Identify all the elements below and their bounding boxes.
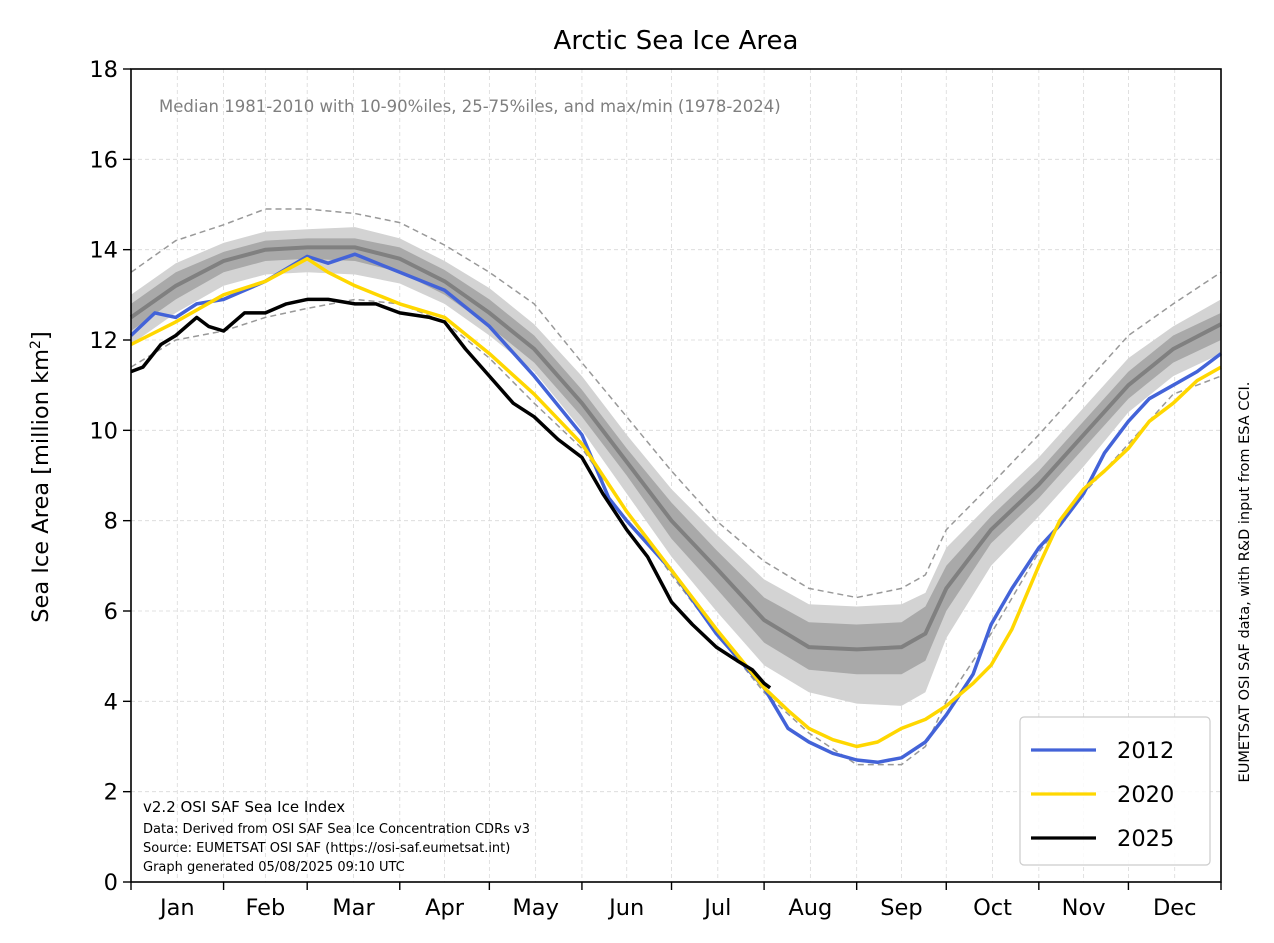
y-tick-label: 8 <box>104 509 118 535</box>
x-tick-label-oct: Oct <box>973 895 1012 921</box>
y-axis-label-sup: 2 <box>28 340 44 349</box>
chart-subtitle: Median 1981-2010 with 10-90%iles, 25-75%… <box>159 97 781 116</box>
y-axis-label-end: ] <box>28 331 54 340</box>
footnote-line-2: Data: Derived from OSI SAF Sea Ice Conce… <box>143 822 530 837</box>
x-tick-label-sep: Sep <box>880 895 922 921</box>
y-tick-label: 16 <box>89 147 118 173</box>
legend-label-2025: 2025 <box>1117 826 1174 852</box>
x-tick-label-jan: Jan <box>158 895 195 921</box>
chart-title: Arctic Sea Ice Area <box>554 26 799 56</box>
legend-box <box>1019 716 1211 866</box>
y-tick-label: 2 <box>104 780 118 806</box>
x-tick-label-jun: Jun <box>607 895 644 921</box>
legend-label-2012: 2012 <box>1117 738 1174 764</box>
series-line-2012 <box>129 252 1223 765</box>
y-tick-label: 12 <box>89 328 118 354</box>
y-axis-label-main: Sea Ice Area [million km <box>28 349 54 623</box>
x-tick-label-feb: Feb <box>245 895 285 921</box>
x-tick-label-dec: Dec <box>1153 895 1197 921</box>
footnote-line-4: Graph generated 05/08/2025 09:10 UTC <box>143 860 405 875</box>
min-line <box>130 298 1222 766</box>
y-tick-label: 6 <box>104 599 118 625</box>
series-line-2020 <box>130 256 1222 749</box>
band-25-75-percentile <box>131 238 1221 675</box>
y-tick-label: 0 <box>104 870 118 896</box>
y-tick-label: 10 <box>89 418 118 444</box>
x-tick-label-aug: Aug <box>788 895 832 921</box>
side-credit-label: EUMETSAT OSI SAF data, with R&D input fr… <box>1237 382 1253 783</box>
y-tick-label: 14 <box>89 238 118 264</box>
grid <box>131 69 1221 882</box>
footnote: v2.2 OSI SAF Sea Ice Index Data: Derived… <box>143 798 530 875</box>
y-tick-label: 18 <box>89 57 118 83</box>
x-tick-label-may: May <box>512 895 559 921</box>
plot-frame <box>130 68 1222 883</box>
series-line-2025 <box>130 297 772 690</box>
x-tick-label-apr: Apr <box>425 895 465 921</box>
legend-label-2020: 2020 <box>1117 782 1174 808</box>
median-line <box>129 245 1222 652</box>
x-tick-label-mar: Mar <box>332 895 375 921</box>
y-axis-label: Sea Ice Area [million km2] <box>28 331 54 623</box>
x-tick-label-jul: Jul <box>702 895 731 921</box>
footnote-line-1: v2.2 OSI SAF Sea Ice Index <box>143 798 345 816</box>
legend: 2012 2020 2025 <box>1019 716 1211 866</box>
x-tick-label-nov: Nov <box>1062 895 1106 921</box>
max-line <box>130 208 1222 599</box>
footnote-line-3: Source: EUMETSAT OSI SAF (https://osi-sa… <box>143 841 510 856</box>
y-tick-label: 4 <box>104 689 118 715</box>
